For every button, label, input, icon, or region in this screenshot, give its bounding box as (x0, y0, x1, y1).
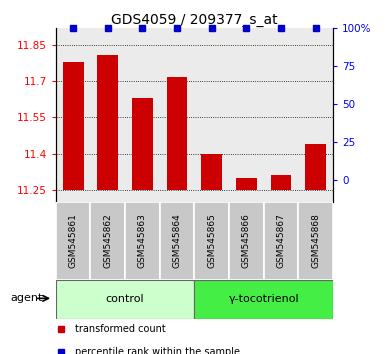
Bar (264, 202, 298, 280)
Bar (90, 28, 125, 202)
Bar (63, 62, 84, 190)
Bar (160, 202, 194, 280)
Bar (201, 154, 222, 190)
Bar (236, 178, 257, 190)
Text: GSM545868: GSM545868 (311, 213, 320, 268)
Text: GSM545864: GSM545864 (172, 213, 182, 268)
Bar (229, 28, 264, 202)
Bar (125, 202, 160, 280)
Text: GSM545862: GSM545862 (103, 213, 112, 268)
Bar (56, 202, 90, 280)
Bar (194, 202, 229, 280)
Bar (167, 76, 187, 190)
Bar (264, 28, 298, 202)
Text: GSM545866: GSM545866 (242, 213, 251, 268)
Text: GSM545861: GSM545861 (69, 213, 78, 268)
Bar (305, 144, 326, 190)
Bar (298, 202, 333, 280)
Title: GDS4059 / 209377_s_at: GDS4059 / 209377_s_at (111, 13, 278, 27)
Text: GSM545865: GSM545865 (207, 213, 216, 268)
Text: transformed count: transformed count (75, 324, 166, 334)
Bar (229, 202, 264, 280)
Bar (132, 98, 153, 190)
Text: control: control (106, 294, 144, 304)
Text: agent: agent (10, 293, 42, 303)
Bar (271, 175, 291, 190)
Bar (56, 28, 90, 202)
Bar (160, 28, 194, 202)
Bar (194, 280, 333, 319)
Bar (97, 55, 118, 190)
Bar (56, 280, 194, 319)
Text: percentile rank within the sample: percentile rank within the sample (75, 347, 240, 354)
Text: GSM545863: GSM545863 (138, 213, 147, 268)
Text: GSM545867: GSM545867 (276, 213, 286, 268)
Bar (125, 28, 160, 202)
Bar (194, 28, 229, 202)
Bar (298, 28, 333, 202)
Bar (90, 202, 125, 280)
Text: γ-tocotrienol: γ-tocotrienol (228, 294, 299, 304)
